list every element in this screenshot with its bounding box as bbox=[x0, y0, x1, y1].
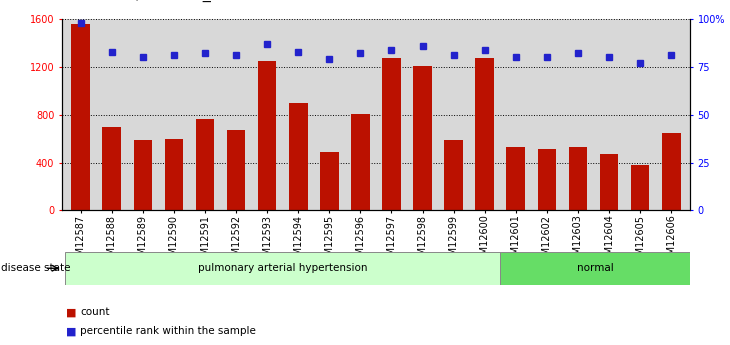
Bar bbox=[289, 103, 307, 210]
Text: percentile rank within the sample: percentile rank within the sample bbox=[80, 326, 256, 336]
Bar bbox=[320, 152, 339, 210]
Bar bbox=[507, 147, 525, 210]
Bar bbox=[164, 139, 183, 210]
Bar bbox=[537, 149, 556, 210]
Text: count: count bbox=[80, 307, 110, 317]
Bar bbox=[227, 130, 245, 210]
Bar bbox=[351, 114, 369, 210]
Bar bbox=[500, 252, 690, 285]
Text: GDS504 / U82275_at: GDS504 / U82275_at bbox=[77, 0, 228, 2]
Text: ■: ■ bbox=[66, 326, 76, 336]
Bar bbox=[383, 58, 401, 210]
Text: disease state: disease state bbox=[1, 263, 70, 273]
Bar bbox=[413, 66, 432, 210]
Bar bbox=[258, 61, 277, 210]
Bar bbox=[134, 140, 152, 210]
Bar bbox=[600, 154, 618, 210]
Bar bbox=[662, 133, 680, 210]
Bar bbox=[445, 140, 463, 210]
Text: ■: ■ bbox=[66, 307, 76, 317]
Bar bbox=[196, 119, 215, 210]
Bar bbox=[569, 147, 588, 210]
Bar bbox=[65, 252, 500, 285]
Bar bbox=[72, 24, 90, 210]
Text: pulmonary arterial hypertension: pulmonary arterial hypertension bbox=[198, 263, 367, 273]
Text: normal: normal bbox=[577, 263, 613, 273]
Bar bbox=[475, 58, 494, 210]
Bar bbox=[631, 165, 650, 210]
Bar bbox=[102, 127, 121, 210]
